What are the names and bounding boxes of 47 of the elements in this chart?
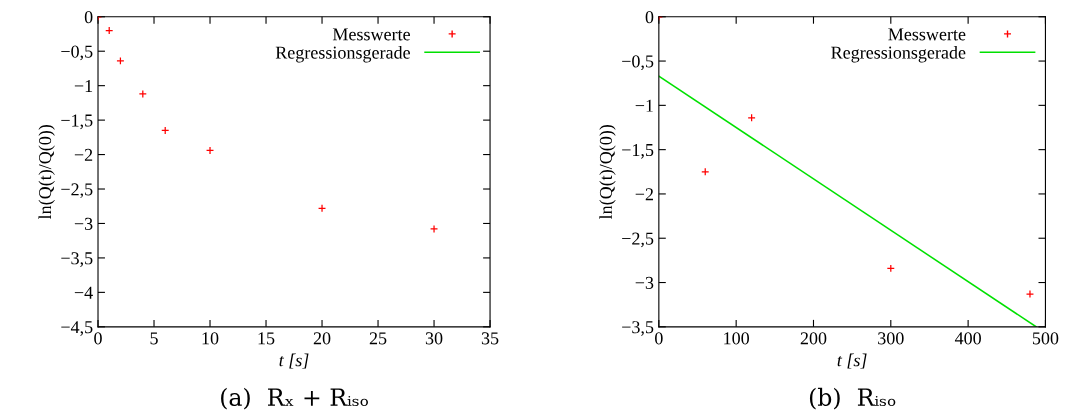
x-tick-label: 10	[202, 332, 219, 345]
y-tick-label: −3	[635, 276, 654, 289]
text: (b) Rᵢₛₒ	[809, 387, 896, 410]
x-axis-title: t [s]	[837, 353, 867, 369]
x-tick-label: 30	[425, 332, 443, 345]
y-tick-label: 0	[645, 11, 654, 24]
y-axis-title: ln(Q(t)/Q(0))	[38, 124, 55, 220]
y-tick-label: −4,5	[61, 321, 93, 336]
y-tick-label: −2,5	[61, 183, 93, 199]
x-tick-label: 20	[313, 332, 331, 345]
x-tick-label: 200	[800, 332, 827, 345]
x-tick-label: 5	[150, 332, 158, 345]
x-tick-label: 500	[1032, 332, 1059, 345]
text: (a) Rₓ + Rᵢₛₒ	[221, 387, 368, 410]
y-tick-label: −3,5	[61, 252, 93, 267]
y-tick-label: −2,5	[622, 232, 654, 248]
x-tick-label: 300	[878, 332, 904, 345]
point	[1025, 289, 1035, 299]
point	[138, 89, 147, 99]
legend-label: Regressionsgerade	[275, 45, 410, 63]
x-tick-label: 15	[258, 332, 275, 345]
point	[205, 146, 215, 155]
y-tick-label: −3	[74, 217, 93, 230]
point	[317, 204, 327, 213]
x-tick-label: 100	[724, 332, 750, 345]
y-tick-label: −1,5	[61, 114, 93, 130]
y-tick-label: −3,5	[622, 321, 654, 336]
x-tick-label: 0	[94, 332, 102, 345]
legend-label: Messwerte	[888, 28, 966, 41]
point	[429, 224, 439, 234]
y-tick-label: −4	[74, 286, 93, 299]
x-tick-label: 35	[481, 332, 499, 345]
y-tick-label: 0	[84, 11, 93, 24]
y-tick-label: −0,5	[61, 45, 93, 61]
y-tick-label: −1	[635, 99, 653, 112]
legend-label: Messwerte	[332, 28, 410, 41]
x-tick-label: 0	[655, 332, 663, 345]
legend-label: Regressionsgerade	[831, 45, 966, 63]
x-axis-title: t [s]	[279, 353, 309, 369]
y-tick-label: −2	[74, 148, 93, 161]
y-tick-label: −1,5	[622, 143, 654, 159]
x-tick-label: 400	[954, 332, 981, 345]
x-tick-label: 25	[369, 332, 387, 345]
y-tick-label: −2	[635, 188, 653, 201]
y-tick-label: −1	[74, 80, 93, 92]
y-tick-label: −0,5	[622, 55, 654, 71]
y-axis-title: ln(Q(t)/Q(0))	[599, 124, 616, 220]
